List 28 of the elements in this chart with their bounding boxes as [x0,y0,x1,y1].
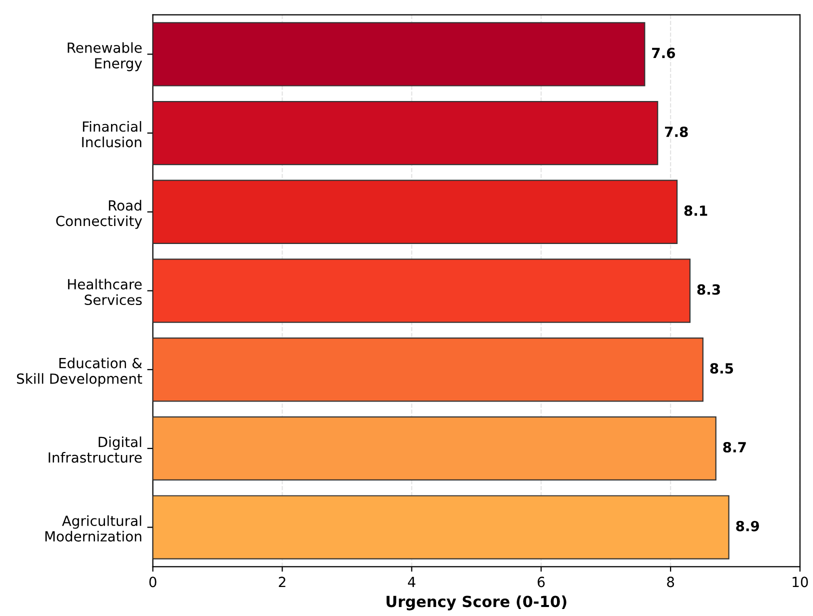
data-label: 8.5 [710,363,734,374]
y-tick-label: Financial Inclusion [82,121,142,148]
bar [152,22,646,86]
y-tick-label: Renewable Energy [68,42,142,72]
bar [152,416,716,481]
x-tick-label: 4 [408,576,416,587]
data-label: 8.9 [736,520,759,532]
x-tick-label: 8 [667,576,674,588]
bar [152,338,704,402]
x-tick-label: 0 [149,576,156,588]
bar [152,100,658,166]
y-tick-label: Agricultural Modernization [45,515,142,542]
bar [152,495,730,560]
x-tick-label: 10 [792,576,808,588]
x-tick-label: 6 [538,576,545,588]
x-tick-label: 2 [278,576,286,587]
data-label: 8.3 [697,284,720,295]
y-tick-label: Digital Infrastructure [48,436,142,463]
y-tick-label: Road Connectivity [56,200,142,229]
data-label: 8.7 [723,442,746,452]
y-tick-label: Healthcare Services [68,278,142,306]
data-label: 7.8 [665,126,688,138]
data-label: 7.6 [652,48,676,58]
y-tick-label: Education & Skill Development [16,358,142,387]
x-axis-title: Urgency Score (0-10) [386,595,566,610]
data-label: 8.1 [684,205,708,216]
bar [152,180,678,244]
bar [152,258,691,323]
